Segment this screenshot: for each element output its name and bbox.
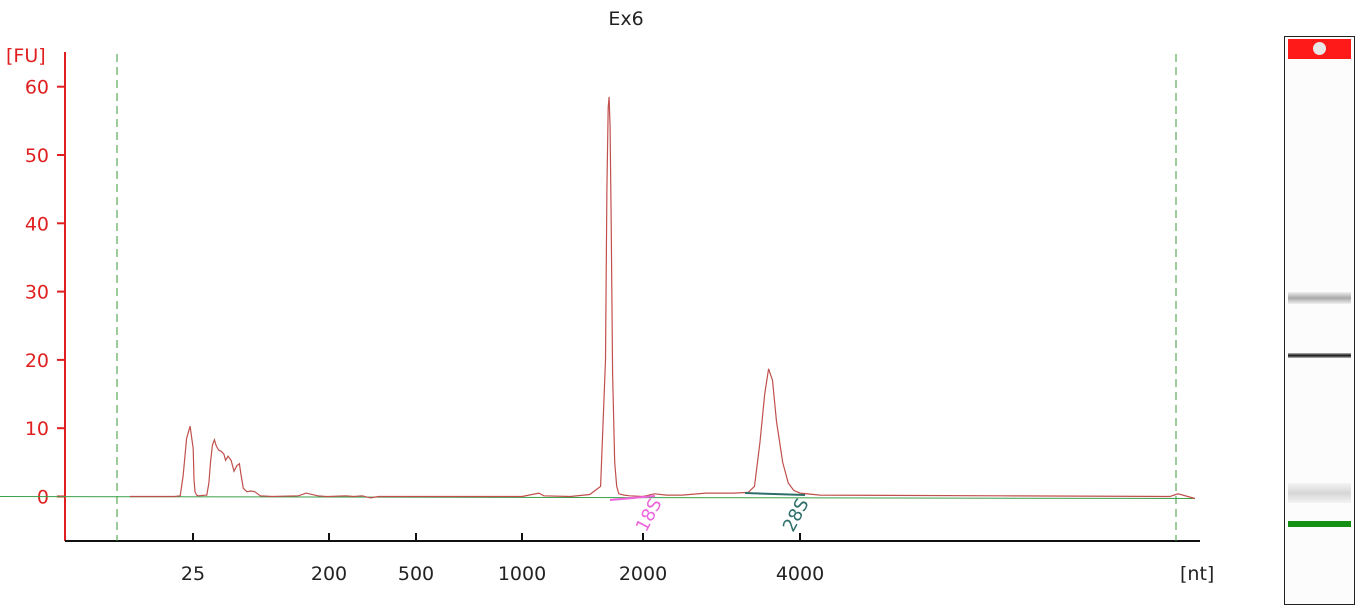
y-axis-unit: [FU] (6, 45, 46, 67)
peak-18s-baseline (609, 495, 656, 501)
peak-28s-baseline (744, 492, 806, 496)
gel-band-lower (1288, 483, 1351, 503)
plot-area: 18S 28S (0, 54, 1196, 541)
y-axis: 0 10 20 30 40 50 60 (25, 52, 66, 541)
x-tick-label: 25 (181, 563, 205, 585)
x-tick-label: 1000 (498, 563, 546, 585)
x-tick-label: 2000 (619, 563, 667, 585)
y-tick-label: 20 (25, 350, 49, 372)
y-tick-label: 60 (25, 77, 49, 99)
gel-marker-dot (1313, 42, 1326, 55)
y-tick-label: 40 (25, 213, 49, 235)
x-tick-label: 500 (398, 563, 434, 585)
y-tick-label: 10 (25, 418, 49, 440)
gel-band-28S (1288, 292, 1351, 304)
peak-label-28s: 28S (779, 495, 814, 535)
x-tick-label: 200 (311, 563, 347, 585)
gel-lower-marker (1288, 521, 1351, 527)
gel-lane-image (1284, 36, 1355, 605)
baseline (0, 496, 1196, 499)
x-tick-label: 4000 (776, 563, 824, 585)
y-tick-label: 30 (25, 282, 49, 304)
y-tick-label: 50 (25, 145, 49, 167)
gel-band-18S (1288, 353, 1351, 358)
peak-label-18s: 18S (632, 495, 667, 535)
x-axis-unit: [nt] (1180, 563, 1214, 585)
trace-line (129, 96, 1196, 500)
y-tick-label: 0 (37, 487, 49, 509)
x-axis: 25 200 500 1000 2000 4000 (65, 533, 1200, 585)
chart-title: Ex6 (608, 8, 643, 30)
